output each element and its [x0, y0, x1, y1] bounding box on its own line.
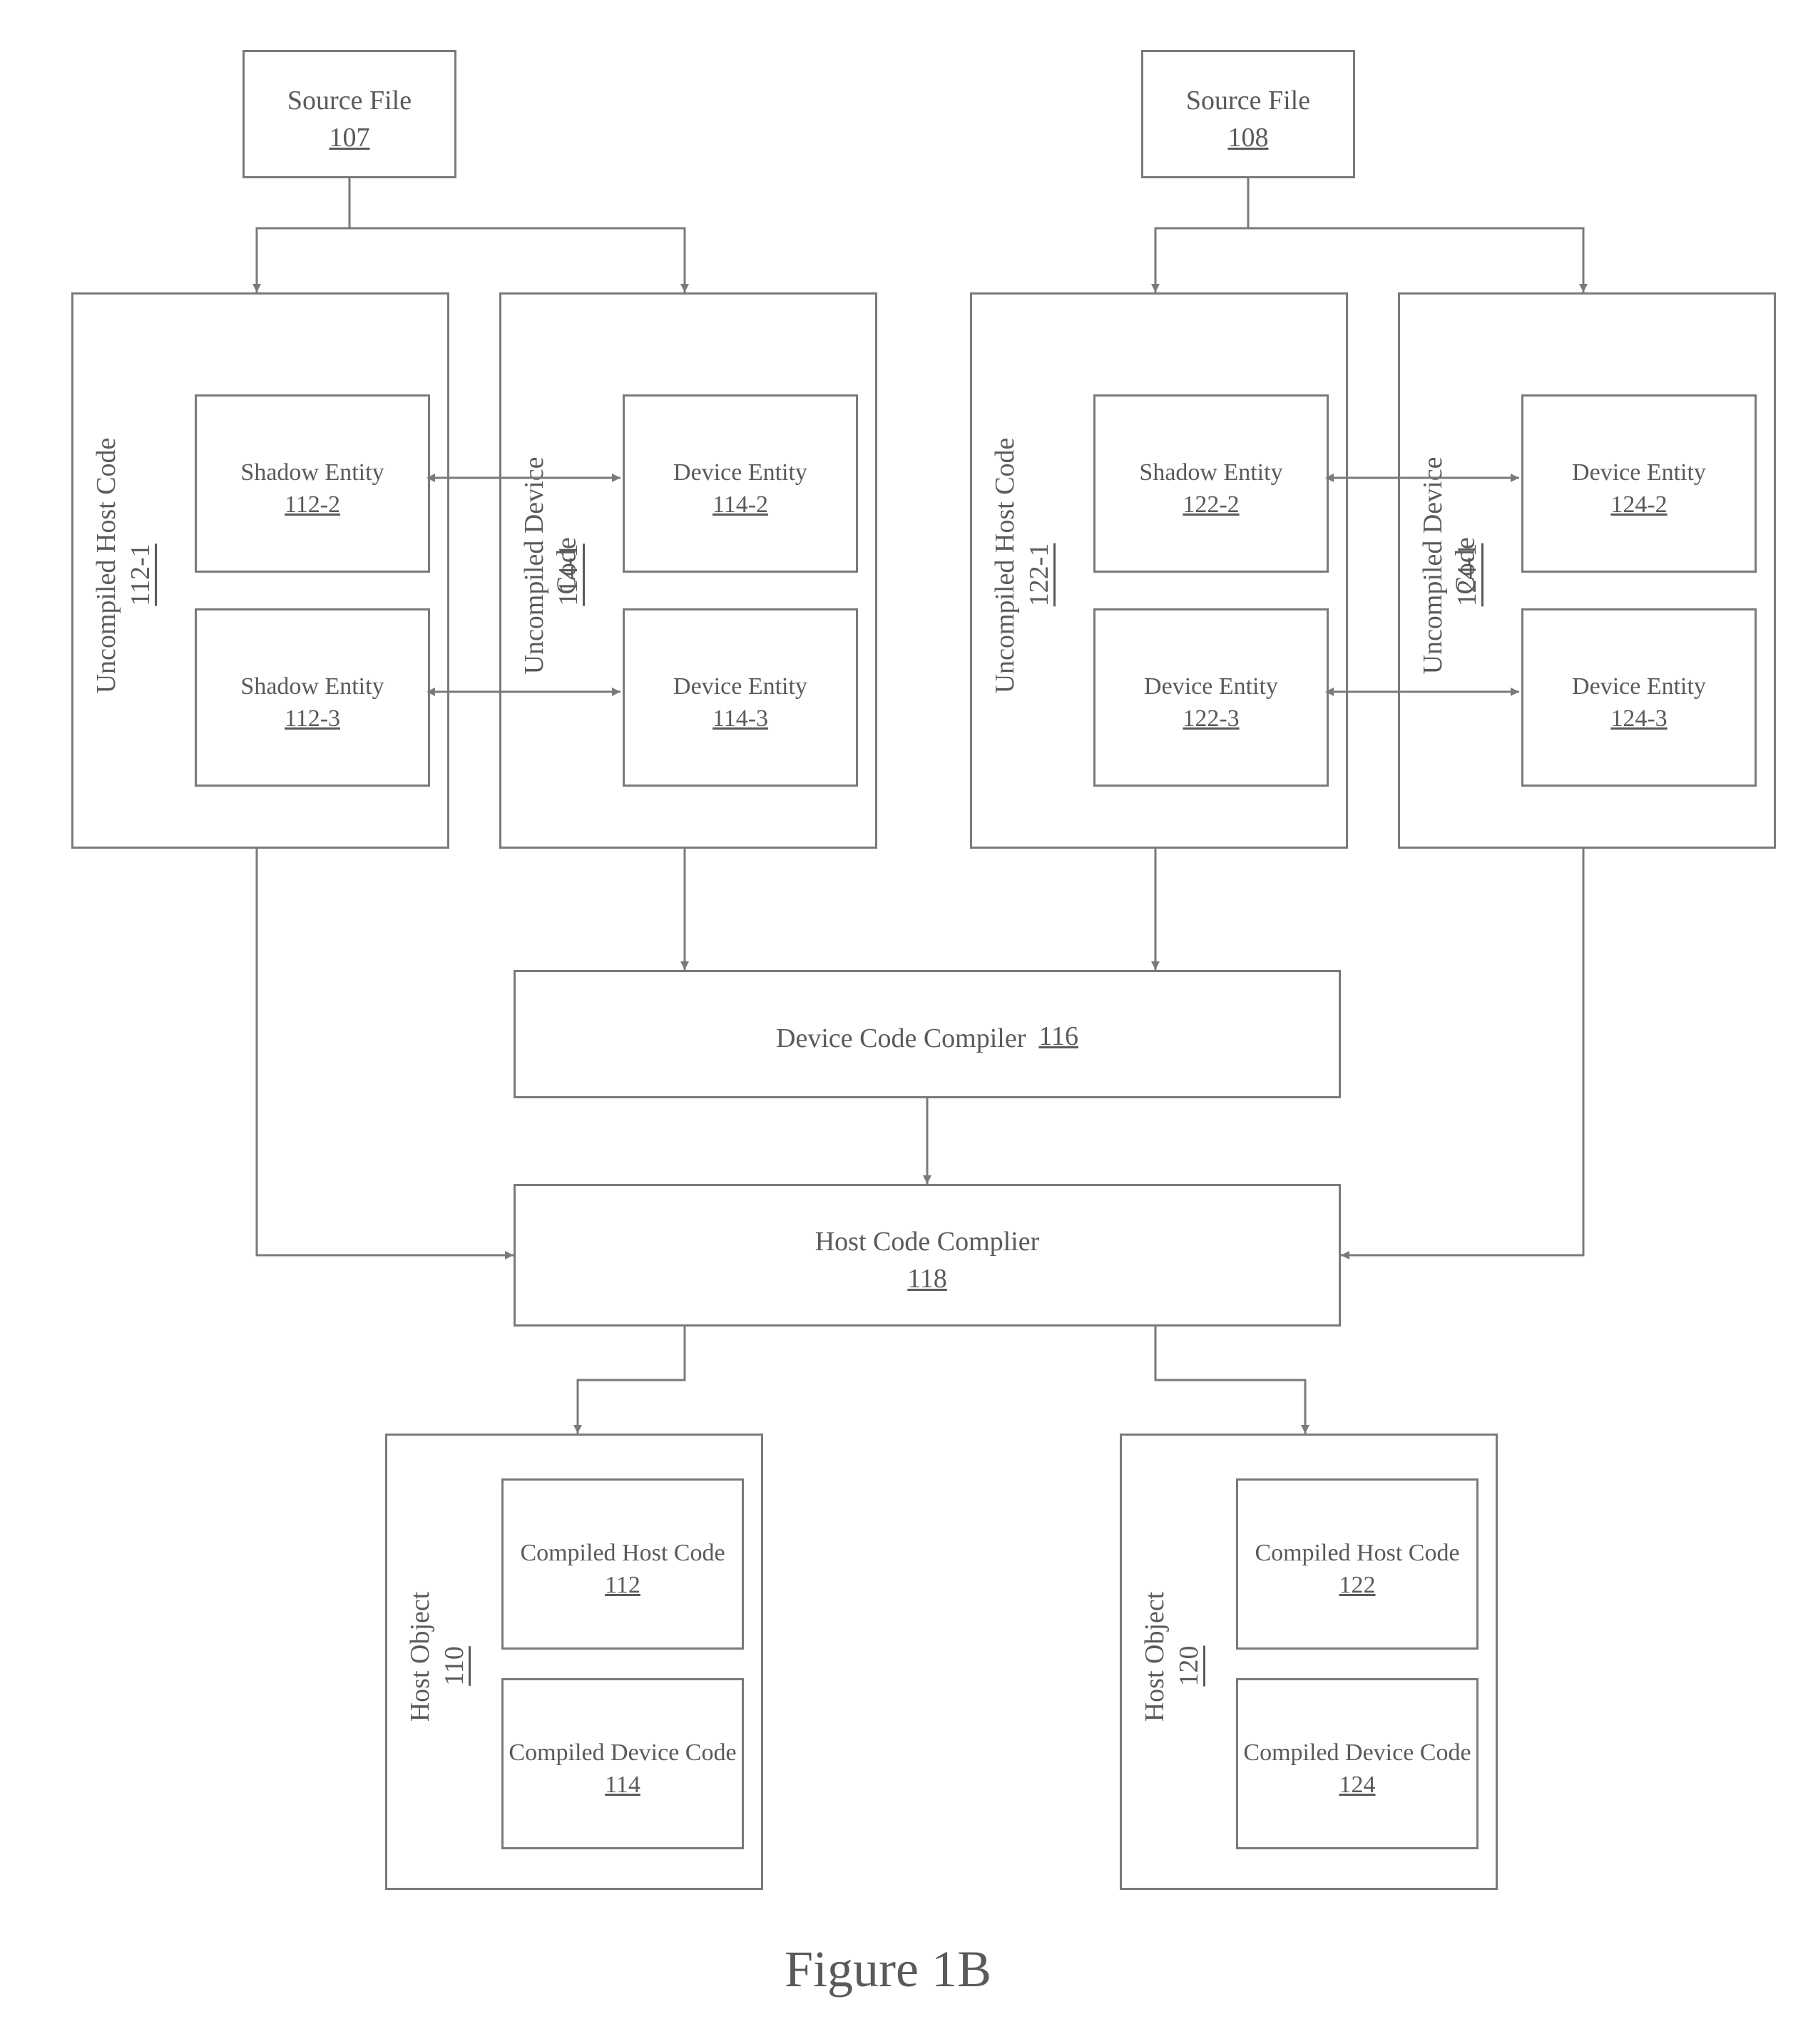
- dcc-title: Device Code Compiler: [776, 1013, 1026, 1056]
- box-udc-124: Uncompiled Device Code 124-1 Device Enti…: [1398, 292, 1776, 849]
- box-source-file-107: Source File 107: [242, 50, 456, 178]
- box-de-114-2: Device Entity 114-2: [623, 394, 858, 573]
- udc-114-ref: 114-1: [553, 543, 584, 605]
- udc-124-ref: 124-1: [1451, 543, 1483, 607]
- de-124-3-ref: 124-3: [1610, 705, 1667, 732]
- box-se-112-2: Shadow Entity 112-2: [195, 394, 430, 573]
- diagram-canvas: Source File 107 Source File 108 Uncompil…: [29, 29, 1790, 2015]
- uhc-112-ref: 112-1: [125, 543, 156, 605]
- box-se-112-3: Shadow Entity 112-3: [195, 608, 430, 787]
- de-124-2-ref: 124-2: [1610, 491, 1667, 518]
- se-112-2-title: Shadow Entity: [240, 449, 384, 488]
- de-114-2-ref: 114-2: [713, 491, 768, 518]
- box-ho-120: Host Object 120 Compiled Host Code 122 C…: [1120, 1434, 1498, 1890]
- chc-112-ref: 112: [605, 1572, 640, 1599]
- box-uhc-112: Uncompiled Host Code 112-1 Shadow Entity…: [71, 292, 449, 849]
- uhc-112-title: Uncompiled Host Code: [91, 438, 123, 704]
- ho-110-ref: 110: [439, 1646, 470, 1686]
- de-124-2-title: Device Entity: [1572, 449, 1706, 488]
- chc-122-ref: 122: [1339, 1572, 1376, 1599]
- box-udc-114: Uncompiled Device Code 114-1 Device Enti…: [499, 292, 877, 849]
- cdc-124-title: Compiled Device Code: [1243, 1729, 1471, 1768]
- uhc-122-ref: 122-1: [1023, 543, 1055, 607]
- source-file-107-ref: 107: [330, 122, 370, 153]
- se-112-3-ref: 112-3: [285, 705, 340, 732]
- figure-caption: Figure 1B: [785, 1940, 991, 1999]
- box-de-124-3: Device Entity 124-3: [1521, 608, 1757, 787]
- de-122-3-title: Device Entity: [1144, 663, 1278, 702]
- source-file-108-ref: 108: [1228, 122, 1269, 153]
- ho-120-title: Host Object: [1139, 1592, 1172, 1732]
- se-112-2-ref: 112-2: [285, 491, 340, 518]
- se-112-3-title: Shadow Entity: [240, 663, 384, 702]
- de-114-2-title: Device Entity: [673, 449, 807, 488]
- source-file-108-title: Source File: [1186, 75, 1310, 118]
- box-chc-122: Compiled Host Code 122: [1236, 1478, 1479, 1650]
- box-de-124-2: Device Entity 124-2: [1521, 394, 1757, 573]
- box-de-122-3: Device Entity 122-3: [1093, 608, 1329, 787]
- hcc-title: Host Code Complier: [815, 1216, 1040, 1259]
- box-hcc: Host Code Complier 118: [514, 1184, 1341, 1327]
- box-uhc-122: Uncompiled Host Code 122-1 Shadow Entity…: [970, 292, 1348, 849]
- box-chc-112: Compiled Host Code 112: [501, 1478, 744, 1650]
- dcc-ref: 116: [1038, 1021, 1078, 1052]
- uhc-122-title: Uncompiled Host Code: [989, 438, 1022, 704]
- cdc-114-ref: 114: [605, 1772, 640, 1799]
- ho-110-title: Host Object: [404, 1592, 437, 1732]
- cdc-114-title: Compiled Device Code: [509, 1729, 736, 1768]
- de-122-3-ref: 122-3: [1183, 705, 1239, 732]
- ho-120-ref: 120: [1173, 1646, 1205, 1687]
- se-122-2-ref: 122-2: [1183, 491, 1239, 518]
- de-114-3-ref: 114-3: [713, 705, 768, 732]
- de-114-3-title: Device Entity: [673, 663, 807, 702]
- cdc-124-ref: 124: [1339, 1772, 1376, 1799]
- chc-112-title: Compiled Host Code: [520, 1529, 725, 1568]
- chc-122-title: Compiled Host Code: [1255, 1529, 1459, 1568]
- box-ho-110: Host Object 110 Compiled Host Code 112 C…: [385, 1434, 763, 1890]
- hcc-ref: 118: [907, 1263, 947, 1294]
- source-file-107-title: Source File: [287, 75, 412, 118]
- box-cdc-124: Compiled Device Code 124: [1236, 1678, 1479, 1849]
- box-se-122-2: Shadow Entity 122-2: [1093, 394, 1329, 573]
- box-cdc-114: Compiled Device Code 114: [501, 1678, 744, 1849]
- box-source-file-108: Source File 108: [1141, 50, 1355, 178]
- se-122-2-title: Shadow Entity: [1139, 449, 1282, 488]
- box-de-114-3: Device Entity 114-3: [623, 608, 858, 787]
- de-124-3-title: Device Entity: [1572, 663, 1706, 702]
- box-dcc: Device Code Compiler 116: [514, 970, 1341, 1098]
